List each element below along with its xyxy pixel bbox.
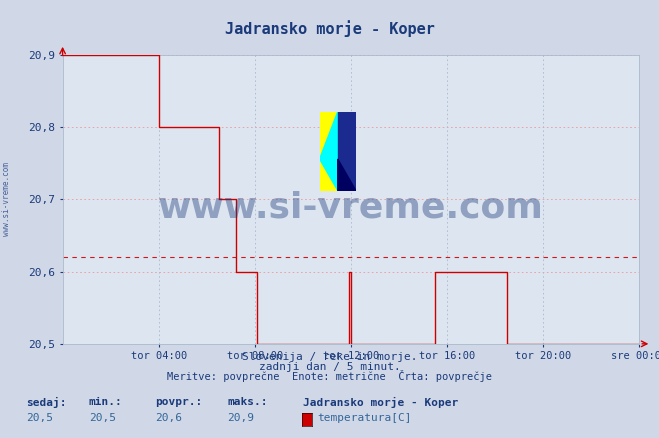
Polygon shape [320, 112, 338, 191]
Text: Jadransko morje - Koper: Jadransko morje - Koper [225, 20, 434, 37]
Text: temperatura[C]: temperatura[C] [318, 413, 412, 423]
Text: Meritve: povprečne  Enote: metrične  Črta: povprečje: Meritve: povprečne Enote: metrične Črta:… [167, 370, 492, 382]
Text: 20,5: 20,5 [26, 413, 53, 423]
Text: min.:: min.: [89, 397, 123, 407]
Text: sedaj:: sedaj: [26, 396, 67, 408]
Text: 20,9: 20,9 [227, 413, 254, 423]
Text: Jadransko morje - Koper: Jadransko morje - Koper [303, 396, 459, 408]
Polygon shape [338, 159, 356, 191]
Polygon shape [320, 159, 338, 191]
Text: 20,6: 20,6 [155, 413, 182, 423]
Text: povpr.:: povpr.: [155, 397, 202, 407]
Text: www.si-vreme.com: www.si-vreme.com [158, 191, 544, 225]
Text: www.si-vreme.com: www.si-vreme.com [2, 162, 11, 236]
Text: zadnji dan / 5 minut.: zadnji dan / 5 minut. [258, 362, 401, 371]
Text: maks.:: maks.: [227, 397, 268, 407]
Polygon shape [338, 112, 356, 191]
Text: 20,5: 20,5 [89, 413, 116, 423]
Text: Slovenija / reke in morje.: Slovenija / reke in morje. [242, 352, 417, 362]
Polygon shape [320, 112, 338, 159]
